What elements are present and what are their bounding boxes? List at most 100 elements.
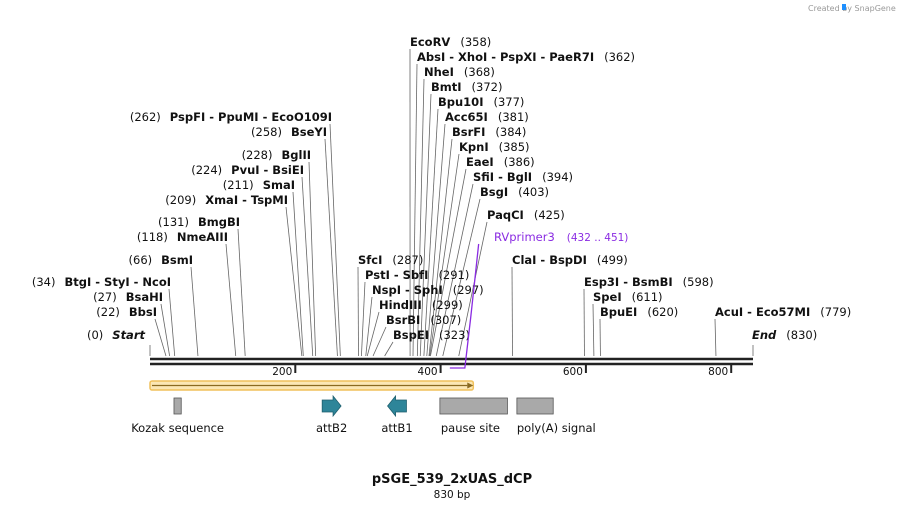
site-label-bpuei-620[interactable]: BpuEI (620) — [600, 305, 678, 319]
leader-bglii-228 — [308, 161, 317, 357]
site-label-absi-xhoi-pspxi-paer7i-362[interactable]: AbsI - XhoI - PspXI - PaeR7I (362) — [417, 50, 635, 64]
leader-pvui-bsiei-224 — [301, 176, 314, 357]
site-label-acui-eco57mi-779[interactable]: AcuI - Eco57MI (779) — [715, 305, 851, 319]
site-label-bglii-228[interactable]: (228) BglII — [242, 148, 311, 162]
site-label-psti-sbfi-291[interactable]: PstI - SbfI (291) — [365, 268, 469, 282]
primer-rvprimer3[interactable]: RVprimer3 (432 .. 451) — [449, 230, 629, 369]
features: Kozak sequence attB2 attB1 pause site poly(A… — [131, 394, 596, 435]
selection-bar[interactable] — [149, 380, 475, 391]
site-position: (287) — [392, 253, 423, 267]
feature-label: Kozak sequence — [131, 421, 224, 435]
leader-bmti-372 — [419, 93, 432, 357]
site-label-bmti-372[interactable]: BmtI (372) — [431, 80, 502, 94]
site-label-bpu10i-377[interactable]: Bpu10I (377) — [438, 95, 524, 109]
leader-bmgbi-131 — [237, 228, 246, 357]
site-position: (620) — [647, 305, 678, 319]
site-label-kpni-385[interactable]: KpnI (385) — [459, 140, 530, 154]
leader-xmai-tspmi-209 — [285, 206, 303, 357]
site-label-bspei-323[interactable]: BspEI (323) — [393, 328, 470, 342]
site-enzyme: NheI — [424, 65, 454, 79]
site-position: (299) — [432, 298, 463, 312]
site-position: (386) — [504, 155, 535, 169]
feature-poly-a-signal[interactable]: poly(A) signal — [516, 397, 596, 435]
map-length: 830 bp — [434, 489, 471, 501]
feature-pause-site[interactable]: pause site — [439, 397, 508, 435]
leader-nmeaiii-118 — [225, 243, 237, 357]
axis-tick-label-200: 200 — [272, 366, 292, 378]
site-label-bmgbi-131[interactable]: (131) BmgBI — [158, 215, 240, 229]
site-label-pspfi-ppumi-ecoo109i-262[interactable]: (262) PspFI - PpuMI - EcoO109I — [130, 110, 332, 124]
feature-label: pause site — [441, 421, 500, 435]
site-label-bseyi-258[interactable]: (258) BseYI — [251, 125, 327, 139]
leader-bsgi-403 — [442, 198, 481, 357]
site-label-hindiii-299[interactable]: HindIII (299) — [379, 298, 463, 312]
site-position: (779) — [820, 305, 851, 319]
site-enzyme: BsgI — [480, 185, 508, 199]
site-leader-lines — [149, 48, 754, 357]
site-position: (384) — [495, 125, 526, 139]
primer-range: (432 .. 451) — [567, 232, 629, 244]
site-position: (131) — [158, 215, 189, 229]
site-label-btgi-styi-ncoi-34[interactable]: (34) BtgI - StyI - NcoI — [32, 275, 171, 289]
site-enzyme: BseYI — [291, 125, 327, 139]
credit: Created by SnapGene — [808, 4, 896, 13]
feature-arrow-right-icon — [321, 394, 342, 418]
site-enzyme: Bpu10I — [438, 95, 483, 109]
credit-text: Created by SnapGene — [808, 4, 896, 13]
site-enzyme: SfiI - BglI — [473, 170, 532, 184]
site-label-paqci-425[interactable]: PaqCI (425) — [487, 208, 565, 222]
leader-spei-611 — [592, 303, 595, 357]
site-position: (323) — [439, 328, 470, 342]
site-label-smai-211[interactable]: (211) SmaI — [223, 178, 295, 192]
site-label-acc65i-381[interactable]: Acc65I (381) — [445, 110, 529, 124]
site-label-sfii-bgli-394[interactable]: SfiI - BglI (394) — [473, 170, 573, 184]
site-enzyme: NspI - SphI — [372, 283, 443, 297]
site-label-bsahi-27[interactable]: (27) BsaHI — [93, 290, 163, 304]
leader-bsrbi-307 — [372, 326, 387, 357]
site-position: (372) — [472, 80, 503, 94]
site-label-bbsi-22[interactable]: (22) BbsI — [96, 305, 157, 319]
site-label-bsgi-403[interactable]: BsgI (403) — [480, 185, 549, 199]
site-enzyme: PvuI - BsiEI — [231, 163, 304, 177]
feature-kozak-sequence[interactable]: Kozak sequence — [131, 397, 224, 435]
site-label-end-830[interactable]: End (830) — [752, 328, 817, 342]
site-position: (362) — [604, 50, 635, 64]
leader-absi-xhoi-pspxi-paer7i-362 — [412, 63, 418, 357]
site-label-nhei-368[interactable]: NheI (368) — [424, 65, 495, 79]
leader-kpni-385 — [429, 153, 460, 357]
site-label-nspi-sphi-297[interactable]: NspI - SphI (297) — [372, 283, 484, 297]
site-label-nmeaiii-118[interactable]: (118) NmeAIII — [137, 230, 228, 244]
feature-arrow-left-icon — [387, 394, 407, 418]
leader-nspi-sphi-297 — [365, 296, 373, 357]
leader-bspei-323 — [384, 341, 394, 357]
site-position: (425) — [534, 208, 565, 222]
site-label-spei-611[interactable]: SpeI (611) — [593, 290, 663, 304]
site-position: (118) — [137, 230, 168, 244]
site-enzyme: PstI - SbfI — [365, 268, 428, 282]
site-label-pvui-bsiei-224[interactable]: (224) PvuI - BsiEI — [191, 163, 304, 177]
feature-label: attB1 — [381, 421, 412, 435]
site-label-xmai-tspmi-209[interactable]: (209) XmaI - TspMI — [165, 193, 288, 207]
site-label-sfci-287[interactable]: SfcI (287) — [358, 253, 423, 267]
site-position: (394) — [542, 170, 573, 184]
site-label-eaei-386[interactable]: EaeI (386) — [466, 155, 535, 169]
site-label-start-0[interactable]: (0) Start — [87, 328, 146, 342]
site-label-bsmi-66[interactable]: (66) BsmI — [129, 253, 193, 267]
site-label-clai-bspdi-499[interactable]: ClaI - BspDI (499) — [512, 253, 628, 267]
feature-attb1[interactable]: attB1 — [381, 394, 413, 435]
site-label-bsrbi-307[interactable]: BsrBI (307) — [386, 313, 461, 327]
snapgene-logo-icon — [842, 4, 846, 10]
feature-attb2[interactable]: attB2 — [316, 394, 347, 435]
site-enzyme: Acc65I — [445, 110, 488, 124]
primer-label[interactable]: RVprimer3 (432 .. 451) — [494, 230, 628, 244]
site-position: (258) — [251, 125, 282, 139]
site-enzyme: EcoRV — [410, 35, 450, 49]
site-label-esp3i-bsmbi-598[interactable]: Esp3I - BsmBI (598) — [584, 275, 714, 289]
site-label-bsrfi-384[interactable]: BsrFI (384) — [452, 125, 526, 139]
leader-paqci-425 — [458, 221, 488, 357]
site-position: (307) — [430, 313, 461, 327]
site-enzyme: HindIII — [379, 298, 422, 312]
site-label-ecorv-358[interactable]: EcoRV (358) — [410, 35, 491, 49]
site-enzyme: KpnI — [459, 140, 489, 154]
site-enzyme: End — [752, 328, 777, 342]
